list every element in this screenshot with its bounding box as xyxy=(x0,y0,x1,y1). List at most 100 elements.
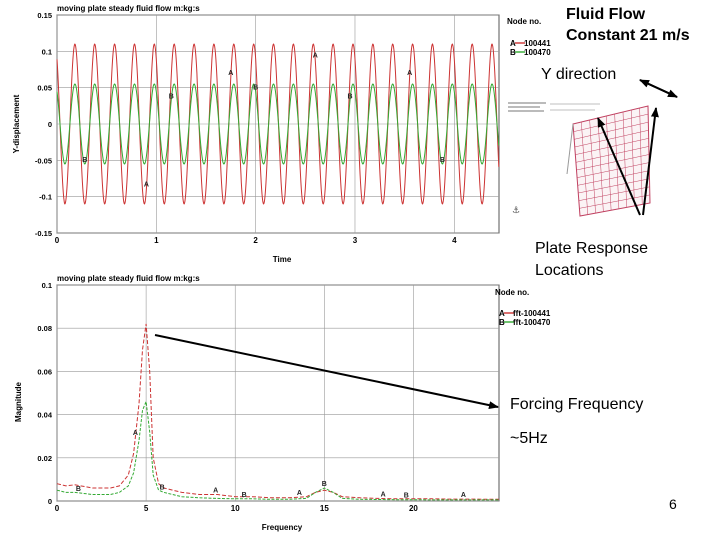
x-tick-label: 10 xyxy=(231,504,240,513)
series-marker-B: B xyxy=(322,481,327,488)
chart1-ticks: 0 1 2 3 4 -0.15 -0.1 -0.05 0 0.05 0.1 0.15 xyxy=(35,11,457,245)
chart1-legend: A 100441 B 100470 xyxy=(510,39,551,57)
mesh-line xyxy=(579,194,650,209)
series-marker-B: B xyxy=(440,157,445,164)
y-tick-label: 0.05 xyxy=(37,84,52,93)
chart1-title: moving plate steady fluid flow m:kg:s xyxy=(57,4,200,13)
y-tick-label: -0.15 xyxy=(35,229,52,238)
mesh-line xyxy=(577,162,650,178)
mesh-line xyxy=(574,121,649,140)
forcing-frequency-value: ~5Hz xyxy=(510,430,548,447)
series-marker-A: A xyxy=(144,182,149,189)
series-marker-A: A xyxy=(381,492,386,499)
legend-label: 100470 xyxy=(524,48,551,57)
y-tick-label: 0.1 xyxy=(42,281,52,290)
chart2-x-axis-label: Frequency xyxy=(262,523,303,532)
x-tick-label: 4 xyxy=(452,236,457,245)
displacement-chart: moving plate steady fluid flow m:kg:s Ti… xyxy=(12,4,551,264)
chart2-series: A A A A A B B B B B xyxy=(56,323,500,501)
y-tick-label: -0.05 xyxy=(35,156,52,165)
plate-response-arrow-2 xyxy=(642,107,659,216)
chart2-grid xyxy=(56,284,499,502)
legend-marker-B: B xyxy=(510,48,516,57)
plate-mesh-image: ⚓ xyxy=(508,102,651,217)
mesh-line xyxy=(576,154,650,171)
mesh-line xyxy=(574,130,649,148)
y-direction-arrow xyxy=(639,79,678,98)
series-marker-A: A xyxy=(297,490,302,497)
series-marker-B: B xyxy=(76,486,81,493)
series-marker-B: B xyxy=(160,485,165,492)
x-tick-label: 2 xyxy=(253,236,258,245)
series-marker-A: A xyxy=(228,70,233,77)
plate-response-label: Plate Response xyxy=(535,240,648,257)
fluid-flow-speed-label: Constant 21 m/s xyxy=(566,27,690,44)
x-tick-label: 0 xyxy=(55,236,60,245)
y-tick-label: 0.1 xyxy=(42,47,52,56)
mesh-line xyxy=(581,121,589,215)
chart1-series: A A A A B B B B B xyxy=(56,43,500,205)
fluid-flow-label: Fluid Flow xyxy=(566,6,646,23)
x-tick-label: 5 xyxy=(144,504,149,513)
x-tick-label: 0 xyxy=(55,504,60,513)
mesh-tiny-legend xyxy=(508,102,600,112)
series-marker-B: B xyxy=(253,85,258,92)
y-tick-label: 0.15 xyxy=(37,11,52,20)
series-line-A xyxy=(56,323,500,500)
mesh-side-edge xyxy=(566,123,574,175)
mesh-line xyxy=(622,111,627,208)
mesh-triad-icon: ⚓ xyxy=(512,206,520,216)
mesh-line xyxy=(577,170,650,186)
chart2-legend-title: Node no. xyxy=(495,288,529,297)
series-marker-B: B xyxy=(347,94,352,101)
plate-mesh-grid xyxy=(573,107,650,215)
y-tick-label: 0.02 xyxy=(37,454,52,463)
series-line-B xyxy=(56,83,500,165)
mesh-line xyxy=(578,178,650,194)
fft-chart: moving plate steady fluid flow m:kg:s Fr… xyxy=(14,274,551,532)
mesh-line xyxy=(573,113,649,132)
legend-marker-A: A xyxy=(510,39,516,48)
plate-response-locations-label: Locations xyxy=(535,262,604,279)
chart2-title: moving plate steady fluid flow m:kg:s xyxy=(57,274,200,283)
mesh-line xyxy=(639,107,643,205)
legend-label: fft-100441 xyxy=(513,309,551,318)
chart1-x-axis-label: Time xyxy=(273,255,292,264)
series-marker-A: A xyxy=(407,70,412,77)
series-marker-A: A xyxy=(213,488,218,495)
mesh-line xyxy=(606,115,612,211)
chart2-ticks: 0 5 10 15 20 0 0.02 0.04 0.06 0.08 0.1 xyxy=(37,281,418,513)
y-tick-label: 0.06 xyxy=(37,367,52,376)
y-direction-label: Y direction xyxy=(541,66,617,83)
mesh-line xyxy=(578,186,650,201)
series-marker-A: A xyxy=(133,430,138,437)
mesh-line xyxy=(575,146,649,163)
legend-marker-A: A xyxy=(499,309,505,318)
mesh-line xyxy=(575,138,649,155)
plate-response-arrow-1 xyxy=(597,117,641,216)
forcing-frequency-label: Forcing Frequency xyxy=(510,396,644,413)
legend-label: fft-100470 xyxy=(513,318,551,327)
series-line-B xyxy=(56,399,499,501)
legend-label: 100441 xyxy=(524,39,551,48)
x-tick-label: 1 xyxy=(154,236,159,245)
chart1-y-axis-label: Y-displacement xyxy=(12,94,21,153)
mesh-line xyxy=(589,119,596,214)
series-marker-B: B xyxy=(82,157,87,164)
legend-marker-B: B xyxy=(499,318,505,327)
series-marker-B: B xyxy=(242,492,247,499)
x-tick-label: 15 xyxy=(320,504,329,513)
y-tick-label: -0.1 xyxy=(39,193,52,202)
chart2-y-axis-label: Magnitude xyxy=(14,381,23,422)
x-tick-label: 3 xyxy=(353,236,358,245)
page-number: 6 xyxy=(669,496,677,512)
series-line-A xyxy=(56,43,500,205)
series-marker-B: B xyxy=(169,94,174,101)
series-marker-A: A xyxy=(313,52,318,59)
series-marker-A: A xyxy=(461,492,466,499)
y-tick-label: 0 xyxy=(48,497,52,506)
mesh-line xyxy=(631,109,635,206)
y-tick-label: 0 xyxy=(48,120,52,129)
